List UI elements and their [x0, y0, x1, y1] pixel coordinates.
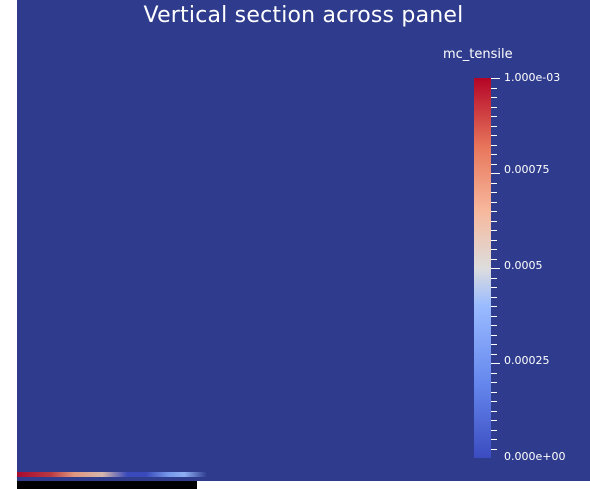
colorbar-label-0-00075: 0.00075: [504, 163, 550, 176]
view-title: Vertical section across panel: [143, 3, 464, 28]
colorbar-label-max: 1.000e-03: [504, 71, 561, 84]
colorbar-label-0-0005: 0.0005: [504, 259, 543, 272]
colorbar-label-0-00025: 0.00025: [504, 354, 550, 367]
bottom-black-bar: [17, 481, 197, 489]
colorbar-title: mc_tensile: [443, 47, 513, 62]
colorbar-label-min: 0.000e+00: [504, 450, 566, 463]
render-viewport[interactable]: Vertical section across panel mc_tensile…: [17, 0, 590, 481]
color-legend-bar: [474, 78, 491, 458]
colorbar-ticks: [491, 78, 500, 450]
model-surface-strip: [17, 472, 207, 477]
